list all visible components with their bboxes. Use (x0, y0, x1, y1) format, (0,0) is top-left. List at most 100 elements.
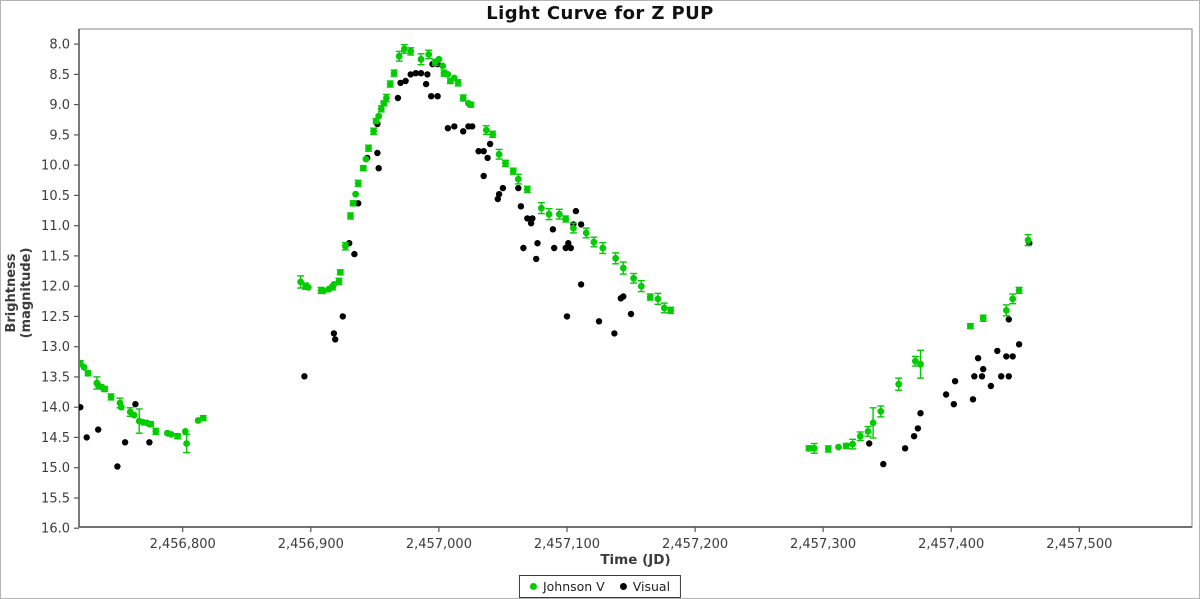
visual-point[interactable] (517, 203, 525, 210)
visual-point[interactable] (595, 318, 603, 325)
visual-point[interactable] (1009, 353, 1016, 360)
johnson-v-point[interactable] (509, 167, 517, 175)
johnson-v-point[interactable] (459, 94, 467, 102)
johnson-v-point[interactable] (342, 242, 349, 250)
visual-point[interactable] (529, 215, 536, 222)
visual-point[interactable] (146, 439, 153, 446)
visual-point[interactable] (397, 79, 404, 87)
johnson-v-point[interactable] (84, 369, 92, 377)
visual-point[interactable] (480, 172, 487, 180)
johnson-v-point[interactable] (167, 431, 175, 438)
johnson-v-point[interactable] (637, 282, 645, 290)
johnson-v-point[interactable] (370, 127, 377, 135)
visual-point[interactable] (951, 378, 959, 385)
johnson-v-point[interactable] (352, 190, 359, 198)
johnson-v-point[interactable] (417, 55, 425, 63)
visual-point[interactable] (434, 93, 441, 100)
visual-point[interactable] (374, 149, 381, 157)
johnson-v-point[interactable] (877, 408, 885, 415)
visual-point[interactable] (351, 250, 358, 258)
visual-point[interactable] (998, 373, 1005, 380)
johnson-v-point[interactable] (347, 212, 354, 220)
johnson-v-point[interactable] (320, 287, 327, 295)
visual-point[interactable] (494, 195, 501, 203)
johnson-v-point[interactable] (194, 417, 202, 424)
visual-point[interactable] (974, 355, 982, 362)
visual-point[interactable] (880, 460, 887, 468)
johnson-v-point[interactable] (335, 277, 343, 285)
visual-point[interactable] (444, 125, 452, 132)
visual-point[interactable] (567, 244, 574, 252)
johnson-v-point[interactable] (482, 126, 490, 134)
visual-point[interactable] (499, 184, 507, 192)
johnson-v-point[interactable] (545, 210, 553, 218)
visual-point[interactable] (460, 128, 467, 135)
visual-point[interactable] (407, 71, 414, 78)
johnson-v-point[interactable] (400, 45, 408, 53)
visual-point[interactable] (942, 391, 950, 398)
johnson-v-point[interactable] (390, 69, 398, 77)
visual-point[interactable] (533, 255, 540, 263)
visual-point[interactable] (412, 70, 419, 77)
johnson-v-point[interactable] (435, 55, 443, 63)
visual-point[interactable] (480, 148, 487, 155)
johnson-v-point[interactable] (117, 403, 125, 411)
visual-point[interactable] (562, 244, 569, 252)
johnson-v-point[interactable] (383, 94, 390, 102)
visual-point[interactable] (524, 215, 531, 222)
johnson-v-point[interactable] (895, 380, 903, 388)
johnson-v-point[interactable] (619, 264, 627, 272)
visual-point[interactable] (402, 77, 409, 85)
visual-point[interactable] (1005, 316, 1012, 323)
johnson-v-point[interactable] (590, 238, 598, 246)
johnson-v-point[interactable] (386, 80, 394, 88)
visual-point[interactable] (515, 184, 522, 192)
johnson-v-point[interactable] (599, 244, 607, 252)
visual-point[interactable] (424, 71, 431, 78)
johnson-v-point[interactable] (377, 105, 385, 113)
visual-point[interactable] (475, 148, 482, 155)
visual-point[interactable] (987, 382, 995, 390)
visual-point[interactable] (77, 404, 84, 411)
johnson-v-point[interactable] (354, 179, 362, 187)
johnson-v-point[interactable] (805, 444, 813, 452)
visual-point[interactable] (565, 240, 572, 247)
johnson-v-point[interactable] (336, 268, 344, 276)
visual-point[interactable] (486, 140, 494, 148)
johnson-v-point[interactable] (80, 363, 88, 371)
johnson-v-point[interactable] (810, 444, 818, 452)
visual-point[interactable] (355, 200, 362, 207)
visual-point[interactable] (572, 207, 580, 215)
johnson-v-point[interactable] (439, 62, 447, 70)
visual-point[interactable] (620, 293, 627, 300)
visual-point[interactable] (375, 165, 382, 172)
visual-point[interactable] (611, 330, 618, 337)
johnson-v-point[interactable] (183, 440, 191, 447)
visual-point[interactable] (577, 281, 585, 288)
visual-point[interactable] (866, 440, 873, 447)
visual-point[interactable] (428, 93, 435, 100)
johnson-v-point[interactable] (152, 428, 160, 435)
johnson-v-point[interactable] (824, 445, 832, 453)
visual-point[interactable] (534, 240, 541, 247)
johnson-v-point[interactable] (570, 224, 577, 232)
visual-point[interactable] (914, 425, 922, 432)
johnson-v-point[interactable] (495, 150, 503, 158)
johnson-v-point[interactable] (1015, 287, 1023, 294)
visual-point[interactable] (422, 80, 430, 88)
visual-point[interactable] (132, 401, 139, 408)
johnson-v-point[interactable] (555, 210, 563, 218)
johnson-v-point[interactable] (467, 101, 475, 108)
johnson-v-point[interactable] (444, 71, 452, 78)
johnson-v-point[interactable] (514, 175, 522, 183)
visual-point[interactable] (577, 221, 585, 228)
johnson-v-point[interactable] (864, 428, 872, 435)
visual-point[interactable] (332, 336, 339, 343)
johnson-v-point[interactable] (538, 204, 545, 212)
johnson-v-point[interactable] (365, 144, 372, 152)
visual-point[interactable] (549, 226, 557, 233)
johnson-v-point[interactable] (646, 293, 654, 301)
johnson-v-point[interactable] (630, 274, 637, 282)
johnson-v-point[interactable] (849, 440, 856, 448)
